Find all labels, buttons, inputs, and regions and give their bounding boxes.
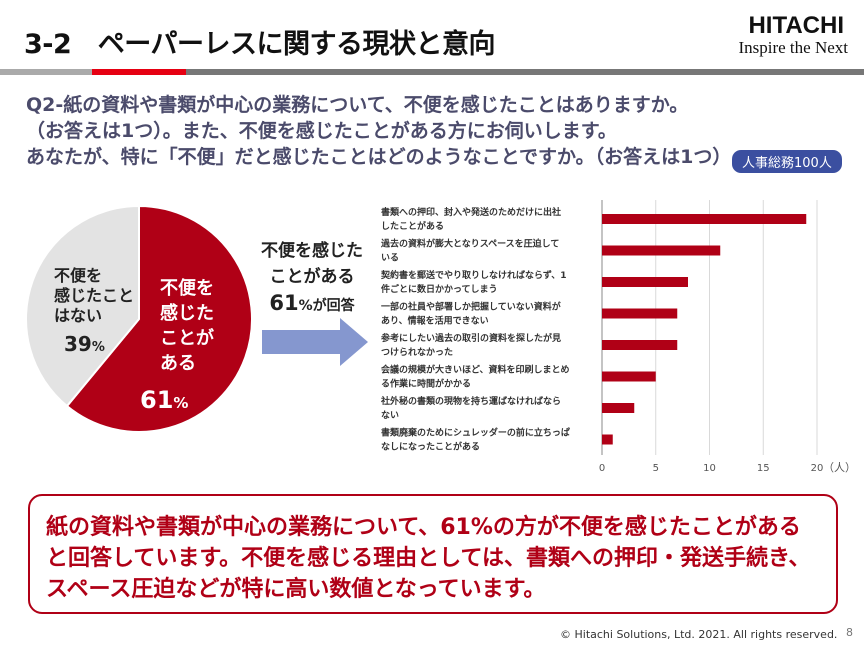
category-label: 書類への押印、封入や発送のためだけに出社 <box>381 206 561 218</box>
category-label: いる <box>381 253 399 264</box>
category-label: つけられなかった <box>381 347 453 358</box>
category-label: 件ごとに数日かかってしまう <box>381 283 498 295</box>
bar <box>602 308 678 319</box>
arrow-right-icon <box>262 318 368 366</box>
bar <box>602 245 721 256</box>
category-label: る作業に時間がかかる <box>381 378 471 390</box>
logo-brand: HITACHI <box>748 12 844 39</box>
question-text: Q2-紙の資料や書類が中心の業務について、不便を感じたことはありますか。 （お答… <box>26 92 731 170</box>
x-tick-label: 15 <box>757 463 770 474</box>
category-label: したことがある <box>381 220 444 232</box>
category-label: 会議の規模が大きいほど、資料を印刷しまとめ <box>381 364 570 376</box>
category-label: 参考にしたい過去の取引の資料を探したが見 <box>381 332 561 344</box>
bar <box>602 371 656 382</box>
category-label: 書類廃棄のためにシュレッダーの前に立ちっぱ <box>381 427 570 439</box>
category-label: あり、情報を活用できない <box>381 315 489 327</box>
bar <box>602 214 807 224</box>
page-number: 8 <box>846 626 853 639</box>
header-divider <box>0 69 864 75</box>
x-tick-label: 20 <box>811 463 824 474</box>
category-label: 過去の資料が膨大となりスペースを圧迫して <box>380 238 559 250</box>
question-line: あなたが、特に「不便」だと感じたことはどのようなことですか。（お答えは1つ） <box>26 146 732 168</box>
respondents-badge: 人事総務100人 <box>732 150 842 173</box>
x-tick-label: 5 <box>653 463 659 474</box>
bar <box>602 434 613 445</box>
x-tick-label: 0 <box>599 463 605 474</box>
bar <box>602 403 635 413</box>
category-label: 社外秘の書類の現物を持ち運ばなければなら <box>380 395 561 407</box>
copyright: © Hitachi Solutions, Ltd. 2021. All righ… <box>560 628 838 641</box>
bar <box>602 277 688 287</box>
pie-label-yes: 不便を 感じた ことが ある 61% <box>140 278 214 414</box>
pie-label-no: 不便を 感じたこと はない 39% <box>54 266 135 356</box>
question-line: Q2-紙の資料や書類が中心の業務について、不便を感じたことはありますか。 <box>26 94 689 116</box>
logo-tagline: Inspire the Next <box>738 38 848 57</box>
bar <box>602 340 678 350</box>
pie-slice <box>25 204 140 408</box>
page-title: 3-2 ペーパーレスに関する現状と意向 <box>24 29 496 60</box>
category-label: ない <box>381 410 399 421</box>
bar-chart: 0 5 10 15 20 （人） 書類への押印、封入や発送のためだけに出社したことがある過去… <box>380 200 856 474</box>
arrow-caption: 不便を感じた ことがある 61%が回答 <box>261 241 363 315</box>
question-line: （お答えは1つ）。また、不便を感じたことがある方にお伺いします。 <box>26 120 617 142</box>
summary-box: 紙の資料や書類が中心の業務について、61%の方が不便を感じたことがあると回答して… <box>28 494 838 614</box>
pie-slice <box>65 204 253 433</box>
category-label: 一部の社員や部署しか把握していない資料が <box>381 301 562 313</box>
x-axis-unit: （人） <box>823 461 856 474</box>
category-label: 契約書を郵送でやり取りしなければならず、1 <box>380 269 566 281</box>
category-label: なしになったことがある <box>381 441 480 453</box>
pie-chart <box>25 204 253 433</box>
x-tick-label: 10 <box>703 463 716 474</box>
